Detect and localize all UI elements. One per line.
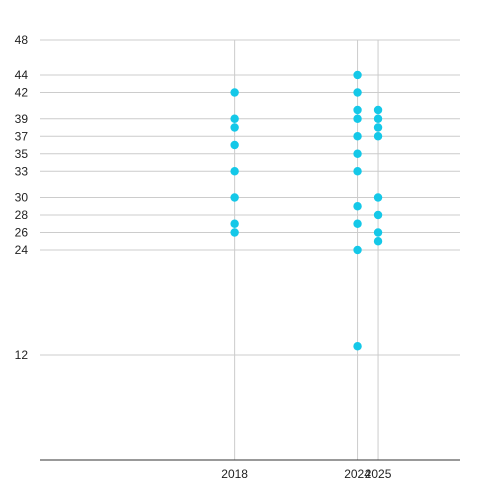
data-point [353,202,362,211]
data-point [373,228,383,237]
data-point [230,219,239,228]
y-tick-label: 24 [15,243,29,257]
data-point [353,149,362,158]
data-point [353,167,362,176]
data-point [353,342,362,351]
data-point [373,132,383,141]
data-point [230,88,239,97]
y-tick-label: 35 [15,147,29,161]
y-tick-label: 44 [15,68,29,82]
data-point [353,88,362,97]
y-tick-label: 37 [15,129,29,143]
x-tick-label: 2025 [365,467,392,481]
data-point [230,167,239,176]
data-point [353,219,362,228]
data-point [373,123,383,132]
y-tick-label: 26 [15,226,29,240]
y-tick-label: 33 [15,164,29,178]
data-point [373,105,383,115]
y-tick-label: 28 [15,208,29,222]
data-point [373,114,383,123]
data-point [353,114,362,123]
data-point [373,193,383,202]
horizontal-gridlines [40,39,460,356]
data-point [230,114,239,123]
x-tick-label: 2024 [344,467,371,481]
data-point [230,123,239,132]
data-point [353,132,362,141]
data-point [230,140,239,150]
y-axis-tick-labels: 12 24 26 28 30 33 35 37 39 42 44 48 [15,33,29,362]
data-points [230,70,383,351]
data-point [230,193,239,202]
data-point [353,245,362,255]
x-tick-label: 2018 [221,467,248,481]
y-tick-label: 39 [15,112,29,126]
data-point [353,70,362,80]
data-point [373,237,383,246]
data-point [353,105,362,115]
y-tick-label: 48 [15,33,29,47]
data-point [373,210,383,220]
y-tick-label: 42 [15,86,29,100]
y-tick-label: 12 [15,348,29,362]
y-tick-label: 30 [15,191,29,205]
data-point [230,228,239,237]
